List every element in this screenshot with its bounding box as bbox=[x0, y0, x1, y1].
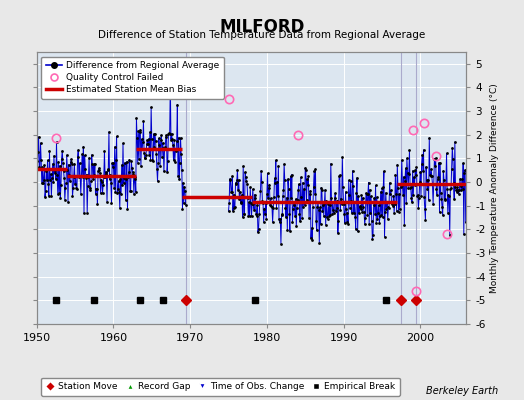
Text: MILFORD: MILFORD bbox=[220, 18, 304, 36]
Text: Difference of Station Temperature Data from Regional Average: Difference of Station Temperature Data f… bbox=[99, 30, 425, 40]
Y-axis label: Monthly Temperature Anomaly Difference (°C): Monthly Temperature Anomaly Difference (… bbox=[490, 83, 499, 293]
Text: Berkeley Earth: Berkeley Earth bbox=[425, 386, 498, 396]
Legend: Station Move, Record Gap, Time of Obs. Change, Empirical Break: Station Move, Record Gap, Time of Obs. C… bbox=[41, 378, 400, 396]
